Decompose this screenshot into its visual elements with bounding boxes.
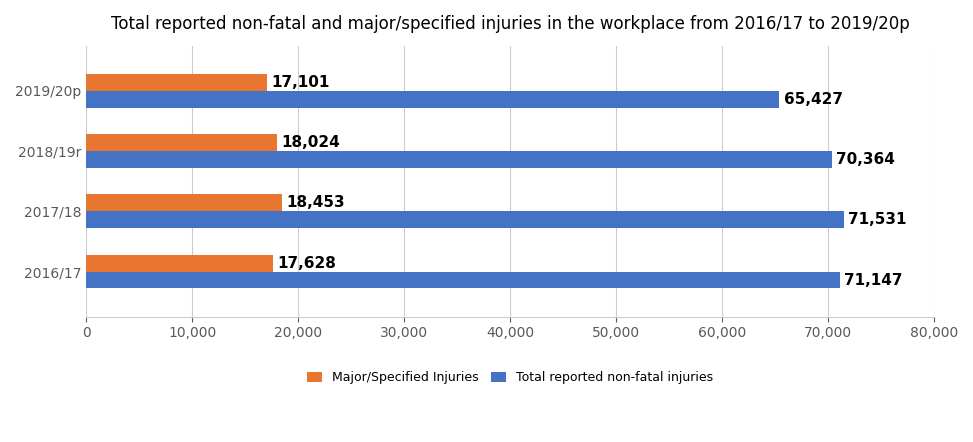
Bar <box>87 194 281 211</box>
Legend: Major/Specified Injuries, Total reported non-fatal injuries: Major/Specified Injuries, Total reported… <box>302 366 718 389</box>
Text: 65,427: 65,427 <box>783 92 843 107</box>
Bar <box>87 151 832 168</box>
Title: Total reported non-fatal and major/specified injuries in the workplace from 2016: Total reported non-fatal and major/speci… <box>111 15 910 33</box>
Bar <box>87 91 779 108</box>
Text: 18,024: 18,024 <box>281 135 341 150</box>
Bar <box>87 134 277 151</box>
Text: 71,531: 71,531 <box>848 212 907 227</box>
Bar <box>87 271 840 289</box>
Text: 17,628: 17,628 <box>277 255 336 271</box>
Bar <box>87 255 272 271</box>
Text: 70,364: 70,364 <box>836 152 895 167</box>
Bar <box>87 74 268 91</box>
Text: 17,101: 17,101 <box>271 75 330 90</box>
Bar <box>87 211 845 228</box>
Text: 71,147: 71,147 <box>845 273 903 288</box>
Text: 18,453: 18,453 <box>286 195 344 210</box>
